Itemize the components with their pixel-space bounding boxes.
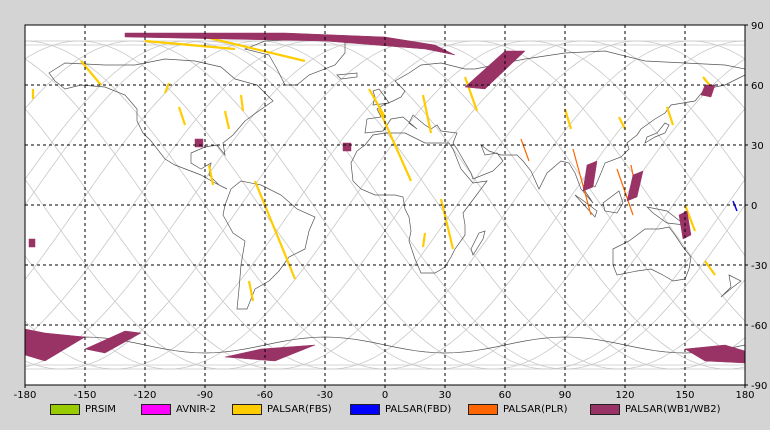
- y-tick-label: 0: [751, 201, 757, 212]
- landmass-outline: [645, 206, 687, 226]
- legend-item: PALSAR(WB1/WB2): [590, 404, 721, 415]
- landmass-outline: [372, 88, 390, 106]
- wb-swath: [124, 32, 456, 56]
- plr-swath: [520, 138, 530, 162]
- landmass-outline: [470, 230, 486, 256]
- wb-swath: [582, 160, 598, 192]
- legend-swatch: [232, 404, 262, 415]
- wb-swath: [224, 344, 316, 362]
- legend-item: PALSAR(FBS): [232, 404, 332, 415]
- legend-swatch: [50, 404, 80, 415]
- legend-item: PALSAR(PLR): [468, 404, 567, 415]
- legend-swatch: [141, 404, 171, 415]
- fbs-swath: [163, 82, 171, 94]
- landmass-outline: [48, 58, 274, 190]
- fbs-swath: [421, 232, 427, 248]
- fbs-swath: [207, 164, 215, 186]
- y-tick-label: 90: [751, 21, 764, 32]
- wb-swath: [84, 330, 142, 354]
- landmass-outline: [350, 132, 488, 274]
- observation-swaths: [24, 32, 746, 364]
- fbs-swath: [247, 280, 255, 302]
- legend-swatch: [350, 404, 380, 415]
- landmass-outline: [574, 194, 598, 218]
- legend-label: PALSAR(FBS): [267, 404, 332, 415]
- x-tick-label: -120: [134, 390, 157, 401]
- fbs-swath: [421, 94, 433, 134]
- fbs-swath: [223, 110, 231, 130]
- legend-item: AVNIR-2: [141, 404, 216, 415]
- x-tick-label: 90: [559, 390, 572, 401]
- landmass-outline: [612, 226, 692, 282]
- x-tick-label: -30: [317, 390, 333, 401]
- y-tick-label: -60: [751, 321, 767, 332]
- fbs-swath: [463, 76, 479, 112]
- coastlines: [24, 38, 746, 354]
- legend-label: PALSAR(PLR): [503, 404, 568, 415]
- legend-item: PALSAR(FBD): [350, 404, 451, 415]
- x-tick-label: 60: [499, 390, 512, 401]
- fbs-swath: [618, 116, 626, 130]
- x-tick-label: 30: [439, 390, 452, 401]
- x-tick-label: -60: [257, 390, 273, 401]
- y-tick-label: -90: [751, 381, 767, 392]
- legend-label: AVNIR-2: [176, 404, 216, 415]
- y-tick-label: -30: [751, 261, 767, 272]
- fbs-swath: [144, 39, 236, 51]
- x-tick-label: 150: [675, 390, 694, 401]
- fbs-swath: [563, 108, 573, 130]
- wb-swath: [626, 170, 644, 202]
- legend-label: PALSAR(WB1/WB2): [625, 404, 721, 415]
- fbs-swath: [439, 198, 455, 250]
- x-tick-label: -180: [14, 390, 37, 401]
- x-tick-label: -90: [197, 390, 213, 401]
- fbs-swath: [665, 106, 675, 126]
- legend-swatch: [590, 404, 620, 415]
- legend-swatch: [468, 404, 498, 415]
- wb-swath: [464, 50, 526, 90]
- y-tick-label: 30: [751, 141, 764, 152]
- fbs-swath: [177, 106, 187, 126]
- x-tick-label: 120: [615, 390, 634, 401]
- legend-label: PRSIM: [85, 404, 116, 415]
- legend-label: PALSAR(FBD): [385, 404, 452, 415]
- fbs-swath: [377, 108, 413, 182]
- legend-item: PRSIM: [50, 404, 116, 415]
- landmass-outline: [602, 190, 624, 214]
- landmass-outline: [364, 50, 746, 204]
- fbs-swath: [204, 35, 306, 63]
- landmass-outline: [644, 122, 670, 144]
- graticule: [25, 25, 745, 385]
- landmass-outline: [222, 180, 316, 310]
- fbs-swath: [253, 180, 297, 280]
- fbs-swath: [704, 260, 716, 276]
- wb-swath: [342, 142, 352, 152]
- fbs-swath: [683, 204, 697, 232]
- legend: PRSIM AVNIR-2 PALSAR(FBS) PALSAR(FBD) PALSAR…: [0, 400, 770, 422]
- wb-swath: [194, 138, 204, 148]
- y-tick-label: 60: [751, 81, 764, 92]
- wb-swath: [28, 238, 36, 248]
- x-tick-label: -150: [74, 390, 97, 401]
- x-tick-label: 180: [735, 390, 754, 401]
- fbs-swath: [80, 60, 102, 86]
- plr-swath: [572, 148, 592, 216]
- landmass-outline: [720, 274, 742, 298]
- fbs-swath: [368, 88, 386, 118]
- y-tick-labels: 90 60 30 0 -30 -60 -90: [745, 21, 767, 392]
- plr-swath: [616, 168, 634, 216]
- landmass-outline: [336, 72, 358, 80]
- fbs-swath: [239, 94, 245, 112]
- x-tick-label: 0: [382, 390, 388, 401]
- x-tick-labels: -180 -150 -120 -90 -60 -30 0 30 60 90 120 150 180: [14, 385, 755, 401]
- fbd-swath: [732, 200, 738, 212]
